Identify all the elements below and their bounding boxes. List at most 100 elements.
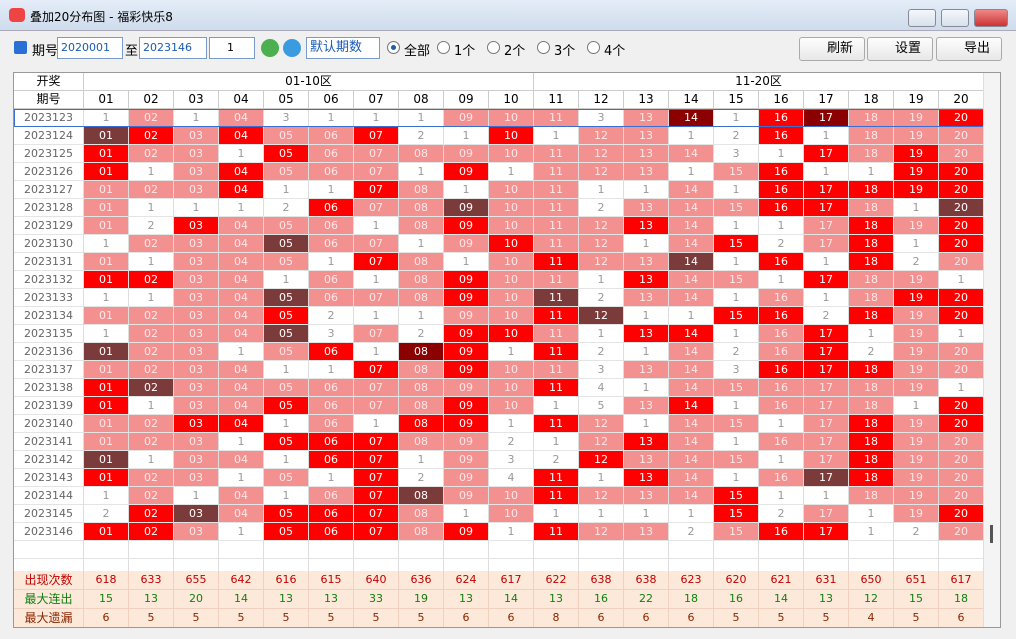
number-cell: 1: [624, 505, 669, 523]
period-select[interactable]: 默认期数: [306, 37, 380, 59]
number-cell: 1: [489, 415, 534, 433]
period-cell: 2023130: [14, 235, 84, 253]
number-cell: 02: [129, 343, 174, 361]
scroll-thumb[interactable]: [990, 525, 993, 543]
number-cell: 1: [624, 235, 669, 253]
number-cell: 17: [804, 145, 849, 163]
number-cell: 03: [174, 523, 219, 541]
number-cell: 08: [399, 271, 444, 289]
stat-value: 636: [399, 571, 444, 590]
number-cell: 11: [534, 217, 579, 235]
down-button[interactable]: [261, 39, 279, 57]
period-cell: 2023133: [14, 289, 84, 307]
toolbar-button[interactable]: 导出: [936, 37, 1002, 61]
number-cell: 08: [399, 361, 444, 379]
number-cell: 1: [309, 361, 354, 379]
number-cell: 18: [849, 127, 894, 145]
radio-button[interactable]: [537, 41, 550, 54]
number-cell: 09: [444, 307, 489, 325]
number-cell: 13: [624, 289, 669, 307]
number-cell: 17: [804, 433, 849, 451]
number-cell: 4: [579, 379, 624, 397]
number-cell: 5: [579, 397, 624, 415]
number-cell: 19: [894, 145, 939, 163]
number-cell: 1: [264, 361, 309, 379]
number-cell: 2: [714, 343, 759, 361]
number-cell: 20: [939, 523, 984, 541]
number-cell: 16: [759, 361, 804, 379]
number-cell: 1: [219, 199, 264, 217]
stat-label: 最大遗漏: [14, 609, 84, 627]
number-cell: 07: [354, 235, 399, 253]
scrollbar[interactable]: [983, 73, 1000, 627]
empty-cell: [894, 541, 939, 559]
toolbar-button[interactable]: 设置: [867, 37, 933, 61]
period-cell: 2023132: [14, 271, 84, 289]
number-cell: 10: [489, 361, 534, 379]
number-cell: 15: [714, 523, 759, 541]
radio-button[interactable]: [487, 41, 500, 54]
number-cell: 04: [219, 397, 264, 415]
close-button[interactable]: [974, 9, 1008, 27]
number-cell: 06: [309, 163, 354, 181]
number-cell: 1: [849, 325, 894, 343]
number-cell: 2: [534, 451, 579, 469]
number-cell: 1: [624, 415, 669, 433]
number-cell: 15: [714, 505, 759, 523]
period-checkbox[interactable]: [14, 41, 27, 54]
number-cell: 18: [849, 289, 894, 307]
number-cell: 17: [804, 451, 849, 469]
number-cell: 03: [174, 361, 219, 379]
stat-value: 655: [174, 571, 219, 590]
number-cell: 09: [444, 217, 489, 235]
number-cell: 1: [354, 415, 399, 433]
up-button[interactable]: [283, 39, 301, 57]
number-cell: 02: [129, 145, 174, 163]
number-cell: 01: [84, 415, 129, 433]
from-select[interactable]: 2020001: [57, 37, 123, 59]
number-cell: 10: [489, 307, 534, 325]
number-cell: 14: [669, 145, 714, 163]
number-cell: 07: [354, 523, 399, 541]
number-cell: 15: [714, 235, 759, 253]
number-cell: 1: [534, 127, 579, 145]
number-cell: 1: [129, 397, 174, 415]
number-cell: 15: [714, 163, 759, 181]
period-cell: 2023124: [14, 127, 84, 145]
number-cell: 1: [219, 523, 264, 541]
radio-button[interactable]: [437, 41, 450, 54]
number-cell: 18: [849, 181, 894, 199]
number-cell: 1: [129, 163, 174, 181]
radio-label: 3个: [554, 44, 576, 59]
number-cell: 17: [804, 181, 849, 199]
number-cell: 18: [849, 397, 894, 415]
count-spinner[interactable]: 1: [209, 37, 255, 59]
to-select[interactable]: 2023146: [139, 37, 207, 59]
number-cell: 07: [354, 127, 399, 145]
number-cell: 3: [489, 451, 534, 469]
number-cell: 10: [489, 253, 534, 271]
stat-value: 5: [309, 609, 354, 627]
number-cell: 14: [669, 289, 714, 307]
empty-cell: [939, 541, 984, 559]
radio-button[interactable]: [387, 41, 400, 54]
maximize-button[interactable]: [941, 9, 969, 27]
number-cell: 1: [534, 505, 579, 523]
number-cell: 04: [219, 451, 264, 469]
radio-button[interactable]: [587, 41, 600, 54]
number-cell: 14: [669, 343, 714, 361]
empty-cell: [624, 541, 669, 559]
period-cell: 2023131: [14, 253, 84, 271]
number-cell: 13: [624, 109, 669, 127]
number-cell: 06: [309, 199, 354, 217]
number-cell: 19: [894, 307, 939, 325]
minimize-button[interactable]: [908, 9, 936, 27]
toolbar-button[interactable]: 刷新: [799, 37, 865, 61]
number-cell: 12: [579, 307, 624, 325]
number-cell: 13: [624, 397, 669, 415]
number-cell: 07: [354, 145, 399, 163]
number-cell: 1: [714, 181, 759, 199]
number-cell: 1: [714, 397, 759, 415]
number-cell: 1: [444, 253, 489, 271]
number-cell: 03: [174, 289, 219, 307]
